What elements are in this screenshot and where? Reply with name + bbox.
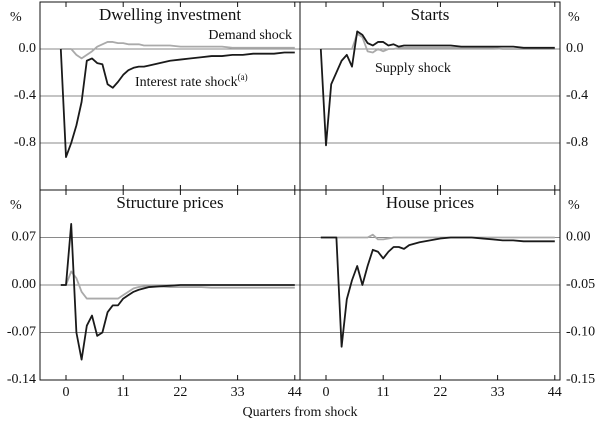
y-tick-label: 0.00 (566, 230, 591, 245)
annotation-text: Supply shock (375, 61, 451, 76)
y-tick-label: 0.0 (566, 41, 584, 56)
series-line (319, 30, 555, 147)
series-line (60, 270, 295, 300)
x-tick-label: 22 (433, 385, 447, 400)
series-line (59, 48, 295, 158)
annotation: Supply shock (375, 61, 451, 76)
panel-frame (299, 189, 561, 381)
annotation-superscript: (a) (238, 72, 248, 82)
x-tick-label: 33 (231, 385, 245, 400)
y-tick-label: -0.8 (14, 135, 36, 150)
panel-title: Dwelling investment (99, 5, 241, 24)
y-unit: % (568, 10, 580, 25)
y-tick-label: -0.05 (566, 277, 595, 292)
y-tick-label: -0.4 (566, 88, 588, 103)
panel-title: Starts (411, 5, 450, 24)
x-tick-label: 0 (63, 385, 70, 400)
annotation-text: Demand shock (208, 28, 292, 43)
annotation: Demand shock (208, 28, 292, 43)
x-tick-label: 22 (173, 385, 187, 400)
x-tick-label: 0 (323, 385, 330, 400)
y-tick-label: 0.00 (12, 277, 37, 292)
panel-title: Structure prices (116, 193, 223, 212)
x-tick-label: 11 (116, 385, 129, 400)
series-line (320, 236, 555, 348)
y-tick-label: -0.8 (566, 135, 588, 150)
y-tick-label: -0.4 (14, 88, 36, 103)
y-tick-label: 0.07 (12, 230, 37, 245)
y-tick-label: -0.07 (7, 325, 36, 340)
x-tick-label: 11 (376, 385, 389, 400)
y-tick-label: -0.15 (566, 372, 595, 387)
series-line (60, 41, 295, 60)
y-unit: % (10, 10, 22, 25)
annotation: Interest rate shock(a) (135, 72, 248, 90)
series-line (320, 233, 555, 241)
y-unit: % (568, 198, 580, 213)
series-line (60, 223, 295, 361)
y-tick-label: -0.14 (7, 372, 36, 387)
y-unit: % (10, 198, 22, 213)
x-axis-label: Quarters from shock (242, 405, 357, 420)
annotation-text: Interest rate shock (135, 75, 238, 90)
series-line (320, 32, 555, 54)
panel-title: House prices (386, 193, 474, 212)
x-tick-label: 33 (491, 385, 505, 400)
y-tick-label: -0.10 (566, 325, 595, 340)
y-tick-label: 0.0 (19, 41, 37, 56)
x-tick-label: 44 (548, 385, 562, 400)
x-tick-label: 44 (288, 385, 302, 400)
